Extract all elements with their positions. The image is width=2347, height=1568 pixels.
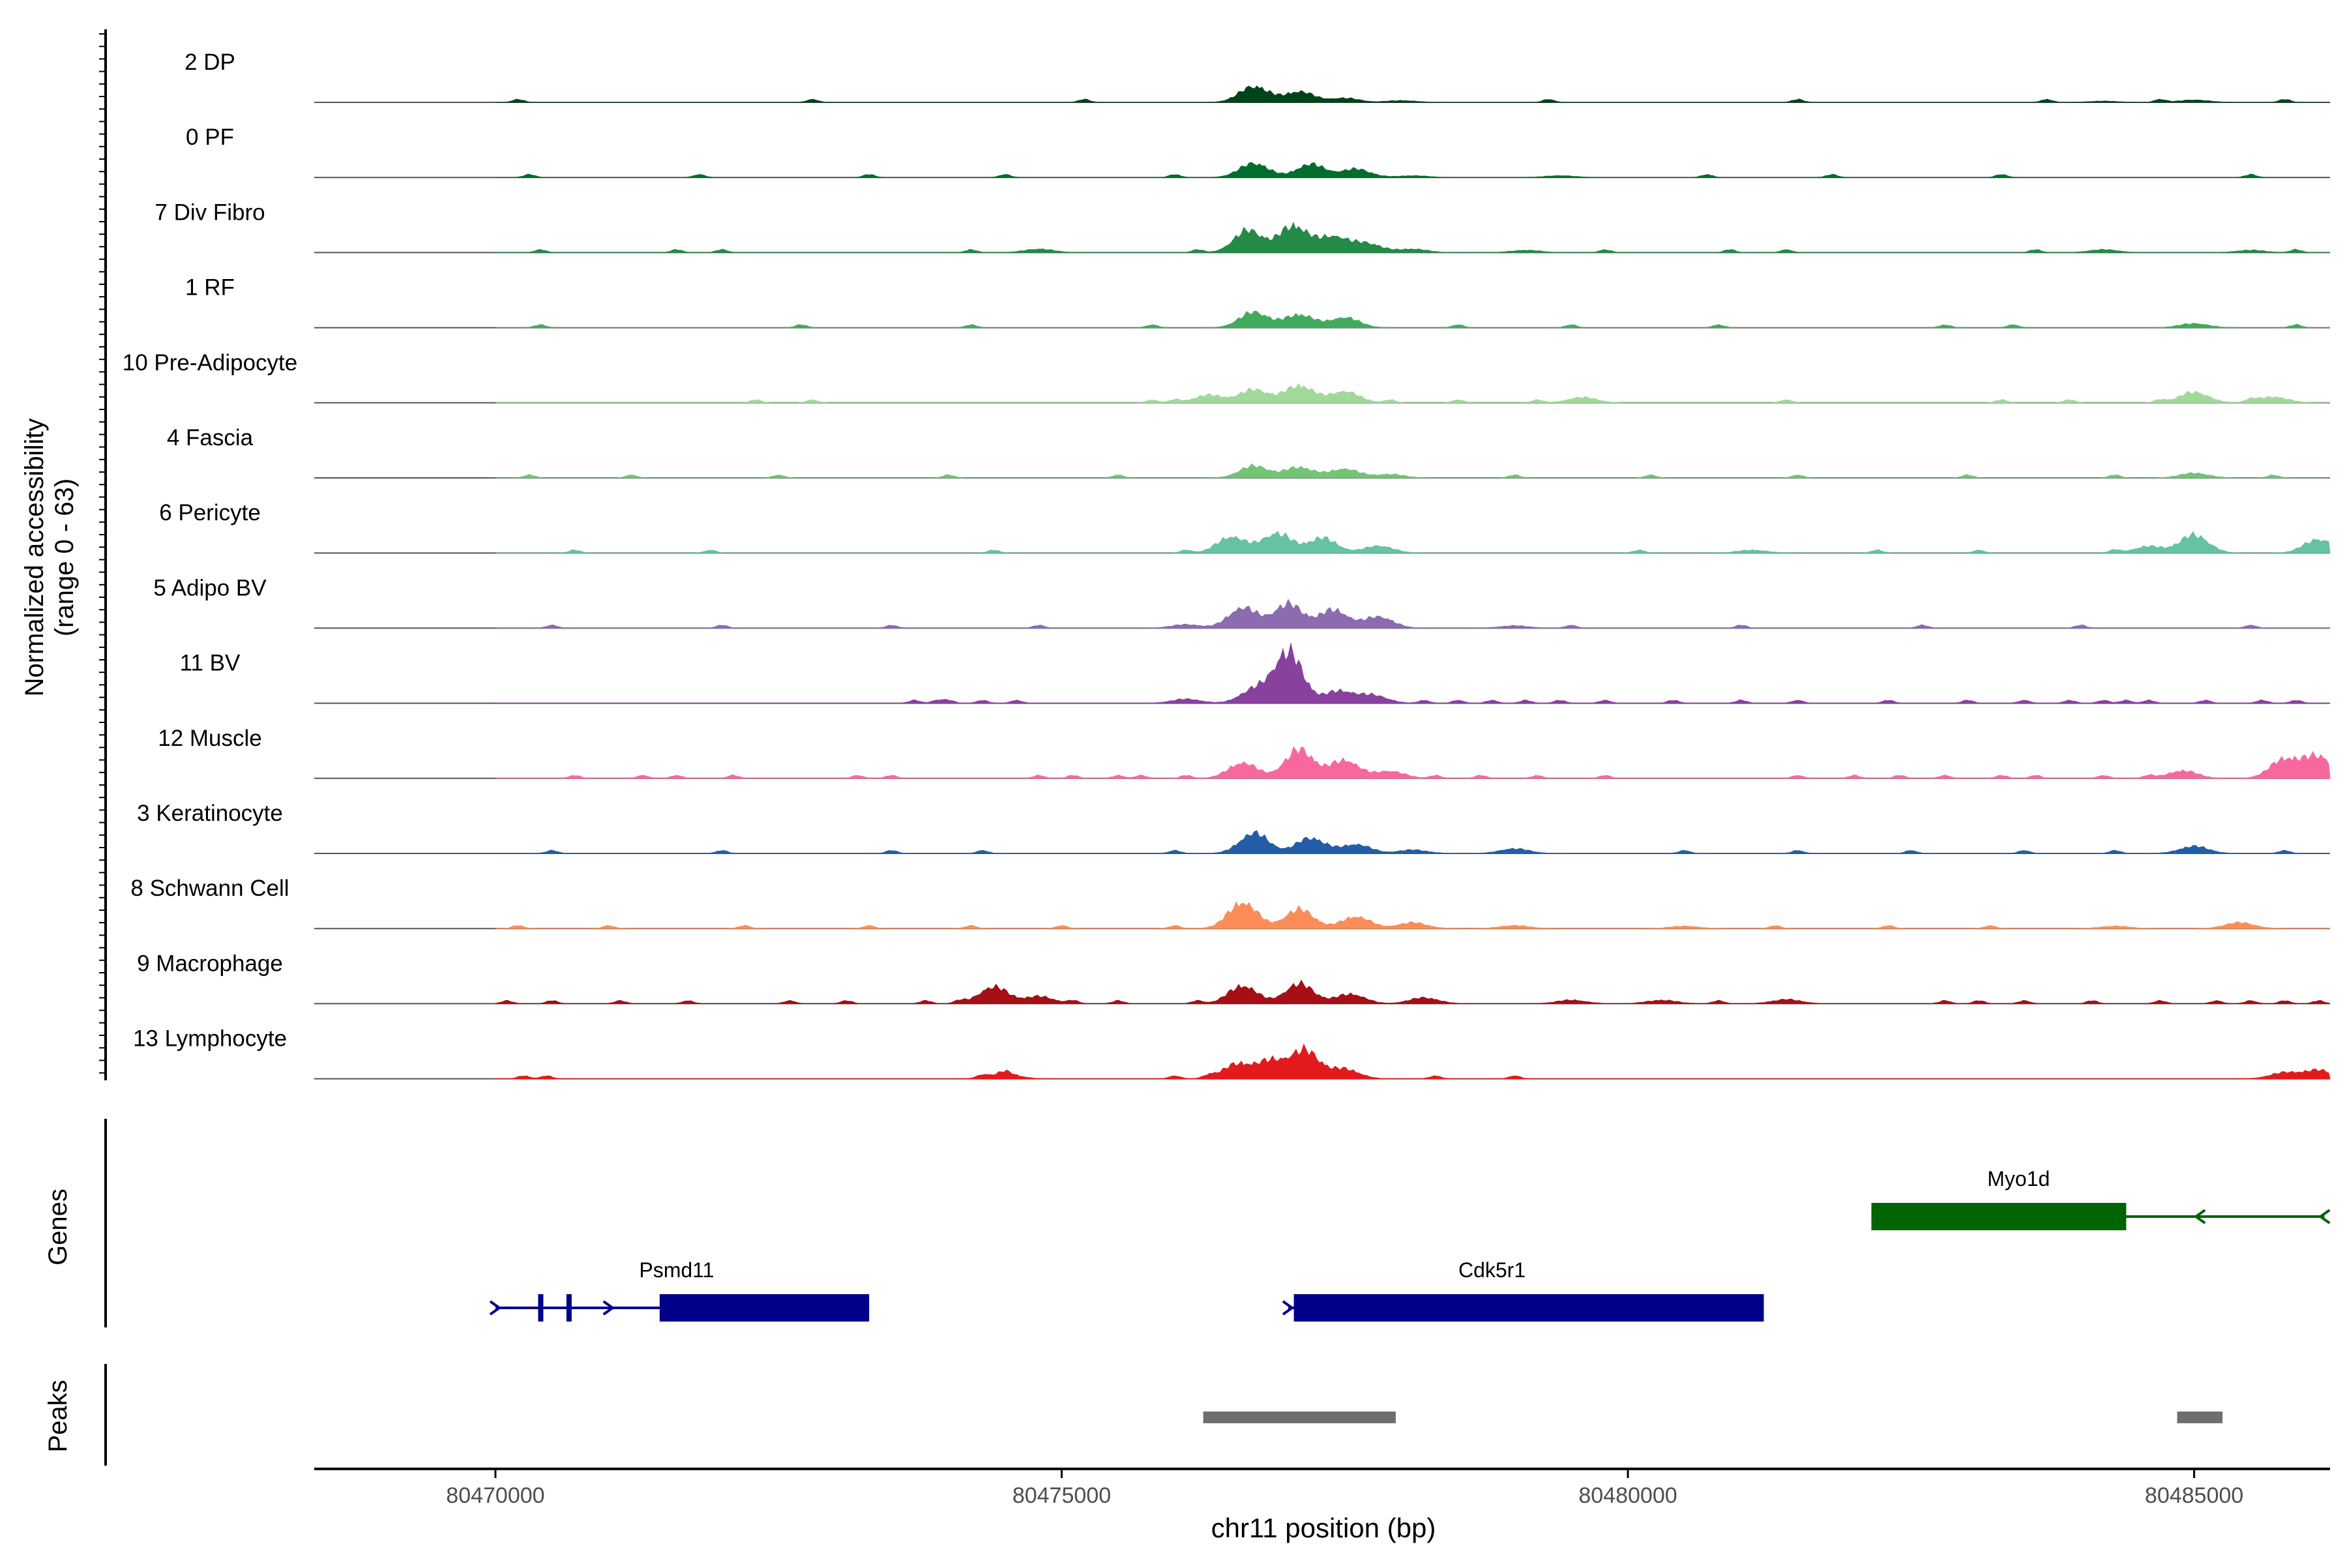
left-axis-group	[99, 29, 107, 1080]
coverage-area-13-lymphocyte	[495, 1043, 2331, 1080]
track-label: 11 BV	[180, 651, 241, 676]
genes-label: Genes	[44, 1189, 72, 1265]
peak-bar	[2177, 1412, 2222, 1423]
track-label: 3 Keratinocyte	[137, 801, 283, 826]
gene-label-psmd11: Psmd11	[639, 1258, 714, 1282]
track-label: 6 Pericyte	[159, 500, 261, 525]
coverage-area-2-dp	[495, 85, 2330, 103]
track-label: 9 Macrophage	[137, 951, 283, 976]
x-axis-tick-label: 80470000	[446, 1483, 544, 1508]
coverage-area-1-rf	[495, 310, 2330, 329]
gene-exon-psmd11	[538, 1294, 544, 1322]
coverage-area-0-pf	[495, 162, 2330, 178]
x-axis-tick-label: 80480000	[1578, 1483, 1677, 1508]
gene-label-myo1d: Myo1d	[1987, 1167, 2050, 1191]
strand-arrow-cdk5r1	[1282, 1300, 1295, 1316]
track-label: 0 PF	[186, 125, 234, 150]
x-axis: 80470000 80475000 80480000 80485000	[314, 1468, 2330, 1508]
peak-bar	[1203, 1412, 1396, 1423]
gene-cds-psmd11	[659, 1294, 870, 1322]
gene-annotation-panel: Psmd11 Cdk5r1 Myo1d	[104, 1119, 2331, 1327]
y-axis-label-line2: (range 0 - 63)	[50, 479, 79, 636]
track-label: 7 Div Fibro	[155, 200, 265, 225]
strand-arrow-myo1d	[2193, 1209, 2206, 1224]
coverage-area-10-pre-adipocyte	[495, 383, 2330, 404]
x-axis-tick-label: 80485000	[2145, 1483, 2243, 1508]
track-label: 8 Schwann Cell	[130, 876, 289, 901]
track-label: 5 Adipo BV	[153, 575, 267, 600]
track-label: 4 Fascia	[167, 425, 254, 451]
peaks-label: Peaks	[44, 1380, 72, 1452]
gene-cds-myo1d	[1871, 1203, 2127, 1230]
coverage-tracks: 2 DP 0 PF 7 Div Fibro 1 RF 10 Pre-Adipocyte 4…	[123, 50, 2331, 1080]
coverage-area-6-pericyte	[495, 531, 2331, 554]
coverage-area-12-muscle	[495, 746, 2331, 779]
gene-exon-psmd11	[566, 1294, 572, 1322]
gene-label-cdk5r1: Cdk5r1	[1458, 1258, 1526, 1282]
coverage-area-9-macrophage	[495, 979, 2331, 1004]
coverage-area-11-bv	[495, 643, 2330, 704]
peak-annotation-panel	[104, 1364, 2222, 1466]
strand-arrow-psmd11	[602, 1300, 615, 1316]
coverage-area-7-div-fibro	[495, 221, 2330, 253]
strand-arrow-myo1d	[2318, 1209, 2331, 1224]
x-axis-tick-label: 80475000	[1012, 1483, 1111, 1508]
y-axis-label-line1: Normalized accessibility	[20, 419, 49, 697]
track-label: 12 Muscle	[158, 726, 262, 751]
x-axis-title: chr11 position (bp)	[1211, 1513, 1436, 1543]
strand-arrow-psmd11	[489, 1300, 502, 1316]
track-label: 13 Lymphocyte	[133, 1026, 287, 1052]
coverage-area-8-schwann-cell	[495, 901, 2330, 929]
coverage-area-3-keratinocyte	[495, 830, 2330, 854]
track-label: 1 RF	[185, 275, 235, 301]
track-label: 2 DP	[185, 50, 235, 75]
coverage-area-4-fascia	[495, 463, 2330, 479]
gene-cds-cdk5r1	[1293, 1294, 1764, 1322]
coverage-area-5-adipo-bv	[495, 599, 2330, 629]
track-label: 10 Pre-Adipocyte	[123, 350, 297, 376]
